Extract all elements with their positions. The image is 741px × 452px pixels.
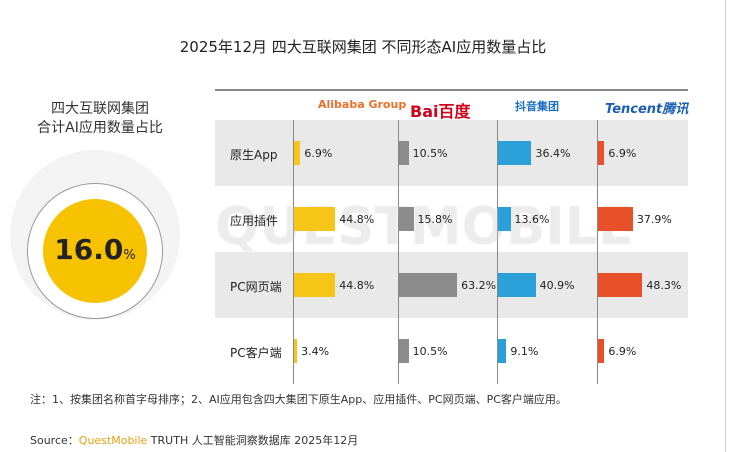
source-brand: QuestMobile	[78, 434, 148, 447]
data-label: 10.5%	[412, 345, 448, 358]
data-label: 9.1%	[510, 345, 539, 358]
data-label: 6.9%	[608, 147, 637, 160]
bar	[498, 273, 536, 297]
summary-unit: %	[123, 248, 136, 263]
bar	[294, 339, 298, 363]
bar	[598, 207, 633, 231]
legend-logo: Tencent腾讯	[605, 102, 689, 117]
bar	[498, 207, 511, 231]
summary-label-line1: 四大互联网集团	[51, 101, 149, 117]
source-prefix: Source：	[30, 434, 79, 447]
bar	[598, 339, 605, 363]
summary-circle	[43, 199, 147, 303]
bar	[294, 273, 336, 297]
data-label: 37.9%	[636, 213, 672, 226]
legend-logo: Alibaba Group	[318, 98, 407, 111]
legend-logo: Bai百度	[410, 102, 471, 121]
bar	[498, 339, 507, 363]
header-top-line	[215, 89, 688, 91]
bar	[598, 141, 605, 165]
data-label: 6.9%	[304, 147, 333, 160]
data-label: 44.8%	[339, 213, 375, 226]
category-label: 原生App	[230, 148, 278, 162]
bar	[598, 273, 643, 297]
bar	[399, 207, 414, 231]
legend-logo: 抖音集团	[515, 100, 559, 113]
summary-label: 四大互联网集团 合计AI应用数量占比	[30, 100, 170, 138]
category-label: PC网页端	[230, 280, 282, 294]
data-label: 36.4%	[535, 147, 571, 160]
data-label: 6.9%	[608, 345, 637, 358]
chart-title: 2025年12月 四大互联网集团 不同形态AI应用数量占比	[179, 38, 547, 56]
bar	[399, 273, 458, 297]
summary-value: 16.0%	[40, 200, 150, 300]
category-label: PC客户端	[230, 346, 282, 360]
bar	[498, 141, 532, 165]
bar	[399, 339, 409, 363]
summary-label-line2: 合计AI应用数量占比	[37, 120, 163, 136]
bar	[399, 141, 409, 165]
data-label: 63.2%	[461, 279, 497, 292]
data-label: 44.8%	[339, 279, 375, 292]
source-rest: TRUTH 人工智能洞察数据库 2025年12月	[147, 434, 359, 447]
bar	[294, 141, 301, 165]
data-label: 10.5%	[412, 147, 448, 160]
category-label: 应用插件	[230, 214, 279, 228]
data-label: 40.9%	[539, 279, 575, 292]
chart-frame	[725, 0, 726, 452]
data-label: 15.8%	[417, 213, 453, 226]
bar	[294, 207, 336, 231]
footnote: 注：1、按集团名称首字母排序；2、AI应用包含四大集团下原生App、应用插件、P…	[30, 393, 567, 406]
summary-number: 16.0	[54, 233, 124, 266]
data-label: 13.6%	[514, 213, 550, 226]
source: Source：QuestMobile TRUTH 人工智能洞察数据库 2025年…	[30, 432, 358, 448]
data-label: 3.4%	[301, 345, 330, 358]
data-label: 48.3%	[646, 279, 682, 292]
